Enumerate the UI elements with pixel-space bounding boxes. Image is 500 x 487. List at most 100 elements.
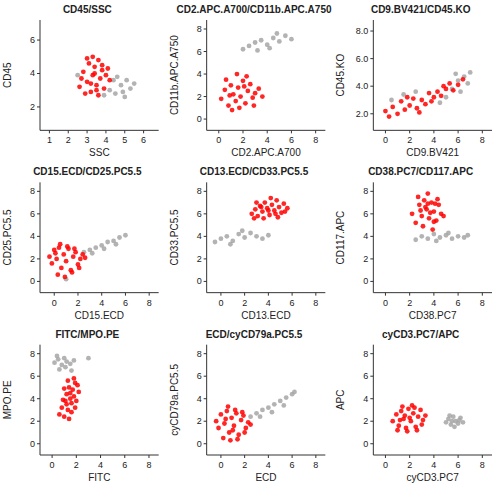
scatter-point	[87, 61, 92, 66]
scatter-point	[260, 94, 265, 99]
scatter-point	[427, 91, 432, 96]
scatter-point	[77, 84, 82, 89]
points	[52, 354, 91, 422]
scatter-point	[431, 232, 436, 237]
scatter-point	[253, 207, 258, 212]
scatter-point	[399, 99, 404, 104]
scatter-point	[438, 100, 443, 105]
scatter-point	[247, 43, 252, 48]
y-tick	[204, 213, 207, 214]
panel-title: CD2.APC.A700/CD11b.APC.A750	[176, 4, 331, 15]
scatter-point	[421, 224, 426, 229]
x-tick-label: 1	[47, 135, 52, 145]
scatter-point	[452, 424, 457, 429]
panel: CD45/SSC123456246SSCCD45	[2, 4, 159, 158]
x-tick-label: 0	[218, 460, 223, 470]
scatter-point	[405, 429, 410, 434]
scatter-point	[224, 77, 229, 82]
x-tick-label: 2	[66, 135, 71, 145]
scatter-point	[456, 82, 461, 87]
y-axis	[206, 20, 207, 130]
panel-title: CD15.ECD/CD25.PC5.5	[33, 166, 142, 177]
scatter-point	[407, 103, 412, 108]
y-tick	[370, 213, 373, 214]
y-axis-label: CD25.PC5.5	[2, 209, 13, 266]
scatter-point	[240, 228, 245, 233]
scatter-point	[465, 81, 470, 86]
scatter-point	[69, 368, 74, 373]
scatter-point	[83, 91, 88, 96]
scatter-point	[63, 275, 68, 280]
x-tick	[149, 293, 150, 296]
y-tick-label: 6	[363, 371, 368, 381]
scatter-point	[117, 235, 122, 240]
y-tick-label: 2	[197, 254, 202, 264]
scatter-point	[226, 404, 231, 409]
scatter-point	[69, 401, 74, 406]
scatter-point	[281, 201, 286, 206]
panel-title: CD45/SSC	[63, 4, 112, 15]
scatter-point	[65, 244, 70, 249]
scatter-point	[94, 88, 99, 93]
x-tick	[87, 130, 88, 133]
y-tick	[204, 74, 207, 75]
scatter-point	[229, 415, 234, 420]
scatter-point	[219, 96, 224, 101]
points	[383, 70, 473, 119]
scatter-point	[260, 236, 265, 241]
x-tick-label: 2	[242, 298, 247, 308]
scatter-point	[255, 48, 260, 53]
y-tick-label: 0	[30, 439, 35, 449]
y-tick-label: 6	[363, 209, 368, 219]
scatter-point	[58, 242, 63, 247]
y-tick-label: 6	[197, 371, 202, 381]
y-tick-label: 0	[30, 276, 35, 286]
scatter-point	[256, 86, 261, 91]
scatter-point	[104, 73, 109, 78]
scatter-point	[64, 402, 69, 407]
scatter-point	[292, 390, 297, 395]
scatter-point	[465, 233, 470, 238]
scatter-point	[418, 408, 423, 413]
scatter-point	[236, 432, 241, 437]
x-tick-label: 6	[123, 298, 128, 308]
panel: CD38.PC7/CD117.APC0246802468CD38.PC7CD11…	[335, 166, 492, 320]
y-tick-label: 0	[363, 276, 368, 286]
scatter-point	[113, 91, 118, 96]
scatter-point	[468, 70, 473, 75]
y-axis-label: cyCD79a.PC5.5	[169, 364, 180, 436]
scatter-point	[415, 106, 420, 111]
scatter-point	[278, 399, 283, 404]
scatter-point	[389, 98, 394, 103]
scatter-point	[90, 251, 95, 256]
x-tick-label: 8	[313, 460, 318, 470]
scatter-point	[423, 102, 428, 107]
y-axis-label: CD117.APC	[335, 211, 346, 265]
scatter-point	[77, 265, 82, 270]
scatter-point	[249, 211, 254, 216]
scatter-point	[105, 66, 110, 71]
x-tick	[385, 293, 386, 296]
scatter-point	[411, 96, 416, 101]
scatter-point	[439, 93, 444, 98]
scatter-point	[214, 419, 219, 424]
panel-title: CD9.BV421/CD45.KO	[371, 4, 471, 15]
y-axis	[40, 182, 41, 292]
scatter-point	[417, 110, 422, 115]
x-tick-label: 8	[313, 135, 318, 145]
y-tick	[204, 258, 207, 259]
y-tick	[204, 398, 207, 399]
scatter-point	[94, 83, 99, 88]
scatter-point	[224, 234, 229, 239]
y-tick-label: 8.0	[356, 26, 369, 36]
scatter-point	[446, 231, 451, 236]
scatter-point	[115, 74, 120, 79]
y-axis-label: CD45.KO	[335, 54, 346, 97]
y-axis-label: CD11b.APC.A750	[169, 35, 180, 115]
scatter-point	[240, 410, 245, 415]
scatter-point	[228, 438, 233, 443]
scatter-point	[223, 417, 228, 422]
scatter-point	[274, 198, 279, 203]
scatter-point	[49, 261, 54, 266]
scatter-point	[219, 412, 224, 417]
